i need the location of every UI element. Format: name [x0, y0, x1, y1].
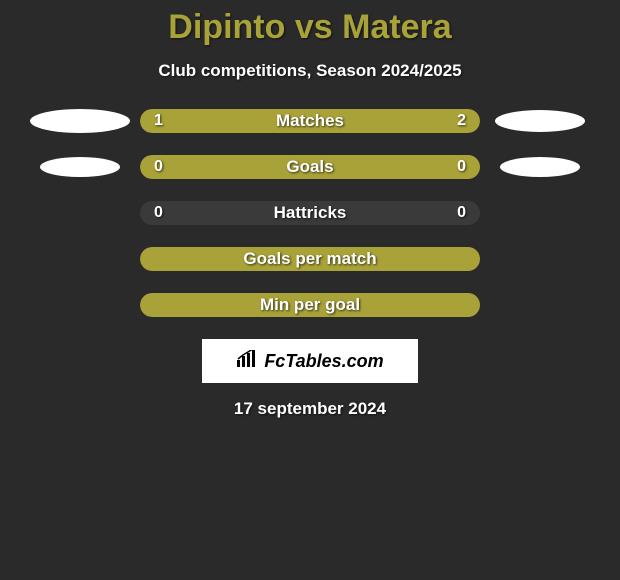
stat-row: 00Hattricks	[0, 201, 620, 225]
date-text: 17 september 2024	[0, 399, 620, 419]
stat-row: 00Goals	[0, 155, 620, 179]
bar-label: Hattricks	[140, 201, 480, 225]
page-subtitle: Club competitions, Season 2024/2025	[0, 61, 620, 81]
left-badge	[30, 201, 130, 225]
bar-label: Goals	[140, 155, 480, 179]
badge-ellipse	[30, 109, 130, 133]
right-badge	[490, 201, 590, 225]
stat-bar: 00Hattricks	[140, 201, 480, 225]
bar-label: Matches	[140, 109, 480, 133]
stats-rows: 12Matches 00Goals 00Hattricks Goals per mat…	[0, 109, 620, 317]
left-badge	[30, 293, 130, 317]
left-badge	[30, 109, 130, 133]
right-badge	[490, 109, 590, 133]
stat-bar: Min per goal	[140, 293, 480, 317]
badge-ellipse	[40, 157, 120, 177]
logo-inner: FcTables.com	[236, 350, 383, 373]
bar-label: Goals per match	[140, 247, 480, 271]
badge-ellipse	[495, 110, 585, 132]
left-badge	[30, 247, 130, 271]
chart-icon	[236, 350, 258, 373]
logo-text: FcTables.com	[264, 351, 383, 372]
stat-row: Min per goal	[0, 293, 620, 317]
stat-row: Goals per match	[0, 247, 620, 271]
left-badge	[30, 155, 130, 179]
stat-bar: Goals per match	[140, 247, 480, 271]
logo-box: FcTables.com	[202, 339, 418, 383]
page-title: Dipinto vs Matera	[0, 0, 620, 47]
stat-bar: 00Goals	[140, 155, 480, 179]
right-badge	[490, 155, 590, 179]
stat-row: 12Matches	[0, 109, 620, 133]
badge-ellipse	[500, 157, 580, 177]
stat-bar: 12Matches	[140, 109, 480, 133]
right-badge	[490, 293, 590, 317]
right-badge	[490, 247, 590, 271]
bar-label: Min per goal	[140, 293, 480, 317]
